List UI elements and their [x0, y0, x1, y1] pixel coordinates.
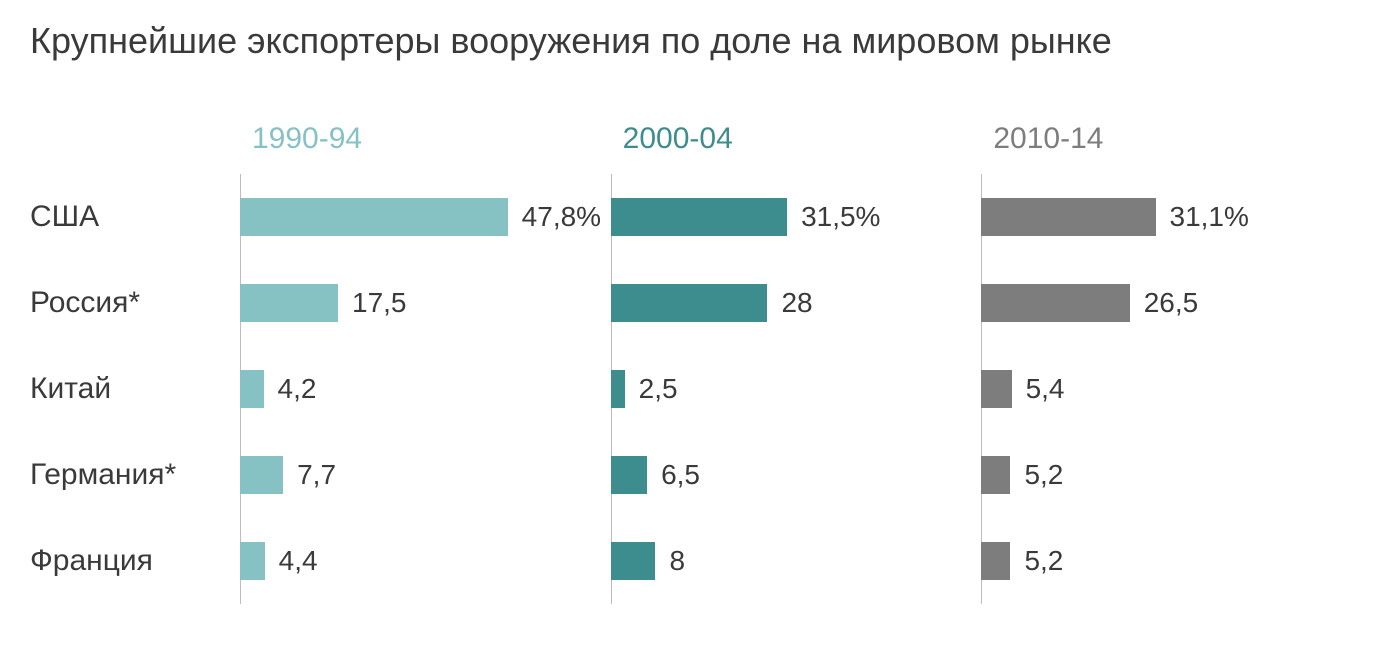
bar-row: 5,2 — [981, 432, 1352, 518]
bar-row: 17,5 — [240, 260, 611, 346]
chart-title: Крупнейшие экспортеры вооружения по доле… — [30, 20, 1352, 62]
bar — [240, 542, 265, 580]
periods-container: 1990-9447,8%17,54,27,74,42000-0431,5%282… — [240, 122, 1352, 604]
bar-value-label: 4,4 — [279, 545, 318, 577]
bar — [981, 542, 1010, 580]
bar — [611, 198, 787, 236]
bar-value-label: 5,4 — [1026, 373, 1065, 405]
bar-value-label: 2,5 — [639, 373, 678, 405]
bar — [981, 456, 1010, 494]
bar-value-label: 5,2 — [1024, 545, 1063, 577]
bars-group: 47,8% 17,5 4,2 7,7 4,4 — [240, 174, 611, 604]
bar-row: 4,2 — [240, 346, 611, 432]
bar-row: 2,5 — [611, 346, 982, 432]
bar — [981, 198, 1155, 236]
period-header: 2010-14 — [981, 122, 1352, 174]
chart-area: СШАРоссия*КитайГермания*Франция 1990-944… — [30, 122, 1352, 604]
bars-group: 31,1% 26,5 5,4 5,2 5,2 — [981, 174, 1352, 604]
country-label: Франция — [30, 518, 240, 604]
bar-value-label: 5,2 — [1024, 459, 1063, 491]
period-header: 1990-94 — [240, 122, 611, 174]
period-column: 2010-14 31,1% 26,5 5,4 5,2 5,2 — [981, 122, 1352, 604]
bar-value-label: 17,5 — [352, 287, 407, 319]
bar-row: 5,2 — [981, 518, 1352, 604]
bar-row: 26,5 — [981, 260, 1352, 346]
bar — [240, 370, 264, 408]
period-column: 1990-94 47,8% 17,5 4,2 7,7 4,4 — [240, 122, 611, 604]
bar-row: 8 — [611, 518, 982, 604]
bar-row: 31,1% — [981, 174, 1352, 260]
country-label: Россия* — [30, 260, 240, 346]
bar — [240, 284, 338, 322]
bar-row: 47,8% — [240, 174, 611, 260]
country-label: Китай — [30, 346, 240, 432]
bar — [240, 456, 283, 494]
bar — [611, 456, 647, 494]
bar — [611, 284, 768, 322]
bar-value-label: 4,2 — [278, 373, 317, 405]
bar-row: 31,5% — [611, 174, 982, 260]
bar — [611, 370, 625, 408]
bar-row: 28 — [611, 260, 982, 346]
bar — [981, 284, 1129, 322]
bar — [240, 198, 508, 236]
country-label: США — [30, 174, 240, 260]
bar-value-label: 8 — [669, 545, 685, 577]
bar-row: 4,4 — [240, 518, 611, 604]
bar — [981, 370, 1011, 408]
bar-value-label: 7,7 — [297, 459, 336, 491]
bar-value-label: 6,5 — [661, 459, 700, 491]
bar-row: 5,4 — [981, 346, 1352, 432]
bar-value-label: 47,8% — [522, 201, 601, 233]
bar-row: 7,7 — [240, 432, 611, 518]
bars-group: 31,5% 28 2,5 6,5 8 — [611, 174, 982, 604]
bar-value-label: 31,5% — [801, 201, 880, 233]
bar-value-label: 31,1% — [1170, 201, 1249, 233]
country-labels: СШАРоссия*КитайГермания*Франция — [30, 122, 240, 604]
bar-value-label: 28 — [781, 287, 812, 319]
bar-row: 6,5 — [611, 432, 982, 518]
bar — [611, 542, 656, 580]
period-column: 2000-04 31,5% 28 2,5 6,5 8 — [611, 122, 982, 604]
bar-value-label: 26,5 — [1144, 287, 1199, 319]
period-header: 2000-04 — [611, 122, 982, 174]
country-label: Германия* — [30, 432, 240, 518]
